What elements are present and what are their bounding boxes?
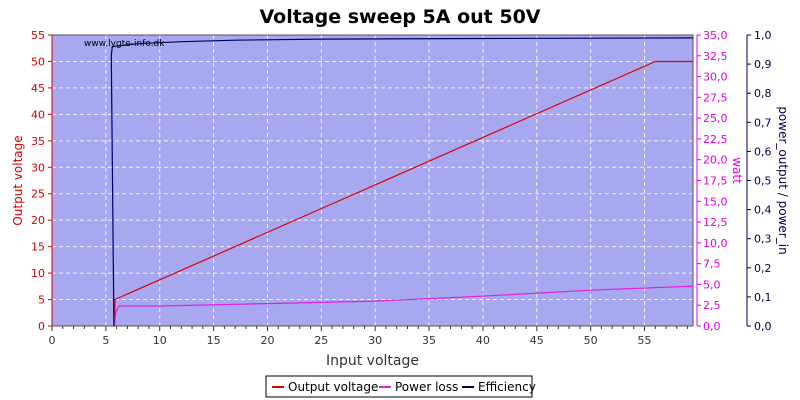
efficiency-tick-label: 0,8 (754, 87, 772, 100)
chart-title: Voltage sweep 5A out 50V (259, 6, 540, 28)
watt-tick-label: 35,0 (703, 29, 728, 42)
left-tick-label: 55 (31, 29, 45, 42)
watt-tick-label: 27,5 (703, 91, 728, 104)
left-tick-label: 50 (31, 55, 45, 68)
efficiency-tick-label: 0,7 (754, 116, 772, 129)
x-tick-label: 20 (260, 334, 274, 347)
efficiency-tick-label: 0,2 (754, 262, 772, 275)
series-layer (110, 37, 694, 327)
series-line-2 (113, 285, 694, 327)
x-axis: 0 5 10 15 20 25 30 35 40 45 50 55 (49, 326, 689, 347)
left-tick-label: 20 (31, 214, 45, 227)
x-tick-label: 5 (102, 334, 109, 347)
series-line-1 (113, 60, 693, 327)
watt-tick-label: 20,0 (703, 154, 728, 167)
x-tick-label: 55 (638, 334, 652, 347)
plot-background (52, 35, 693, 326)
left-tick-label: 25 (31, 188, 45, 201)
watt-tick-label: 2,5 (703, 299, 721, 312)
legend-box (265, 375, 533, 398)
watt-tick-label: 17,5 (703, 175, 728, 188)
efficiency-tick-label: 0,1 (754, 291, 772, 304)
x-tick-label: 35 (422, 334, 436, 347)
left-tick-label: 10 (31, 267, 45, 280)
left-tick-label: 0 (38, 320, 45, 333)
x-tick-label: 30 (368, 334, 382, 347)
plot-area (51, 34, 694, 327)
watt-tick-label: 5,0 (703, 278, 721, 291)
left-tick-label: 35 (31, 135, 45, 148)
legend: Output voltage Power loss Efficiency (265, 375, 536, 398)
left-axis-label: Output voltage (11, 135, 25, 225)
left-tick-label: 30 (31, 161, 45, 174)
left-tick-label: 5 (38, 294, 45, 307)
watt-tick-label: 0,0 (703, 320, 721, 333)
watt-tick-label: 30,0 (703, 71, 728, 84)
watt-tick-label: 7,5 (703, 258, 721, 271)
watt-tick-label: 25,0 (703, 112, 728, 125)
watt-tick-label: 15,0 (703, 195, 728, 208)
efficiency-tick-label: 0,5 (754, 175, 772, 188)
x-tick-label: 15 (207, 334, 221, 347)
x-axis-label: Input voltage (326, 353, 419, 369)
x-tick-label: 50 (584, 334, 598, 347)
left-tick-label: 15 (31, 241, 45, 254)
series-line-3 (110, 37, 694, 327)
efficiency-tick-label: 0,0 (754, 320, 772, 333)
right-axis-watt: 0,0 2,5 5,0 7,5 10,0 12,5 15,0 17,5 20,0 22,5 25,0… (696, 29, 728, 333)
right-axis-efficiency-label: power_output / power_in (776, 106, 790, 254)
watt-tick-label: 10,0 (703, 237, 728, 250)
x-tick-label: 10 (153, 334, 167, 347)
legend-label-2: Power loss (395, 380, 458, 394)
watermark: www.lygte-info.dk (84, 39, 165, 49)
x-tick-label: 40 (476, 334, 490, 347)
x-tick-label: 0 (49, 334, 56, 347)
right-axis-efficiency: 0,0 0,1 0,2 0,3 0,4 0,5 0,6 0,7 0,8 0,9 1,0 (746, 29, 772, 333)
efficiency-tick-label: 0,6 (754, 145, 772, 158)
efficiency-tick-label: 0,9 (754, 58, 772, 71)
legend-label-3: Efficiency (478, 380, 536, 394)
x-tick-label: 45 (530, 334, 544, 347)
left-tick-label: 45 (31, 82, 45, 95)
right-axis-watt-label: watt (730, 157, 744, 184)
efficiency-tick-label: 0,4 (754, 204, 772, 217)
x-tick-label: 25 (314, 334, 328, 347)
legend-label-1: Output voltage (288, 380, 378, 394)
watt-tick-label: 12,5 (703, 216, 728, 229)
left-tick-label: 40 (31, 108, 45, 121)
watt-tick-label: 22,5 (703, 133, 728, 146)
efficiency-tick-label: 1,0 (754, 29, 772, 42)
watt-tick-label: 32,5 (703, 50, 728, 63)
efficiency-tick-label: 0,3 (754, 233, 772, 246)
left-axis-output-voltage: 0 5 10 15 20 25 30 35 40 45 50 55 (31, 29, 53, 333)
